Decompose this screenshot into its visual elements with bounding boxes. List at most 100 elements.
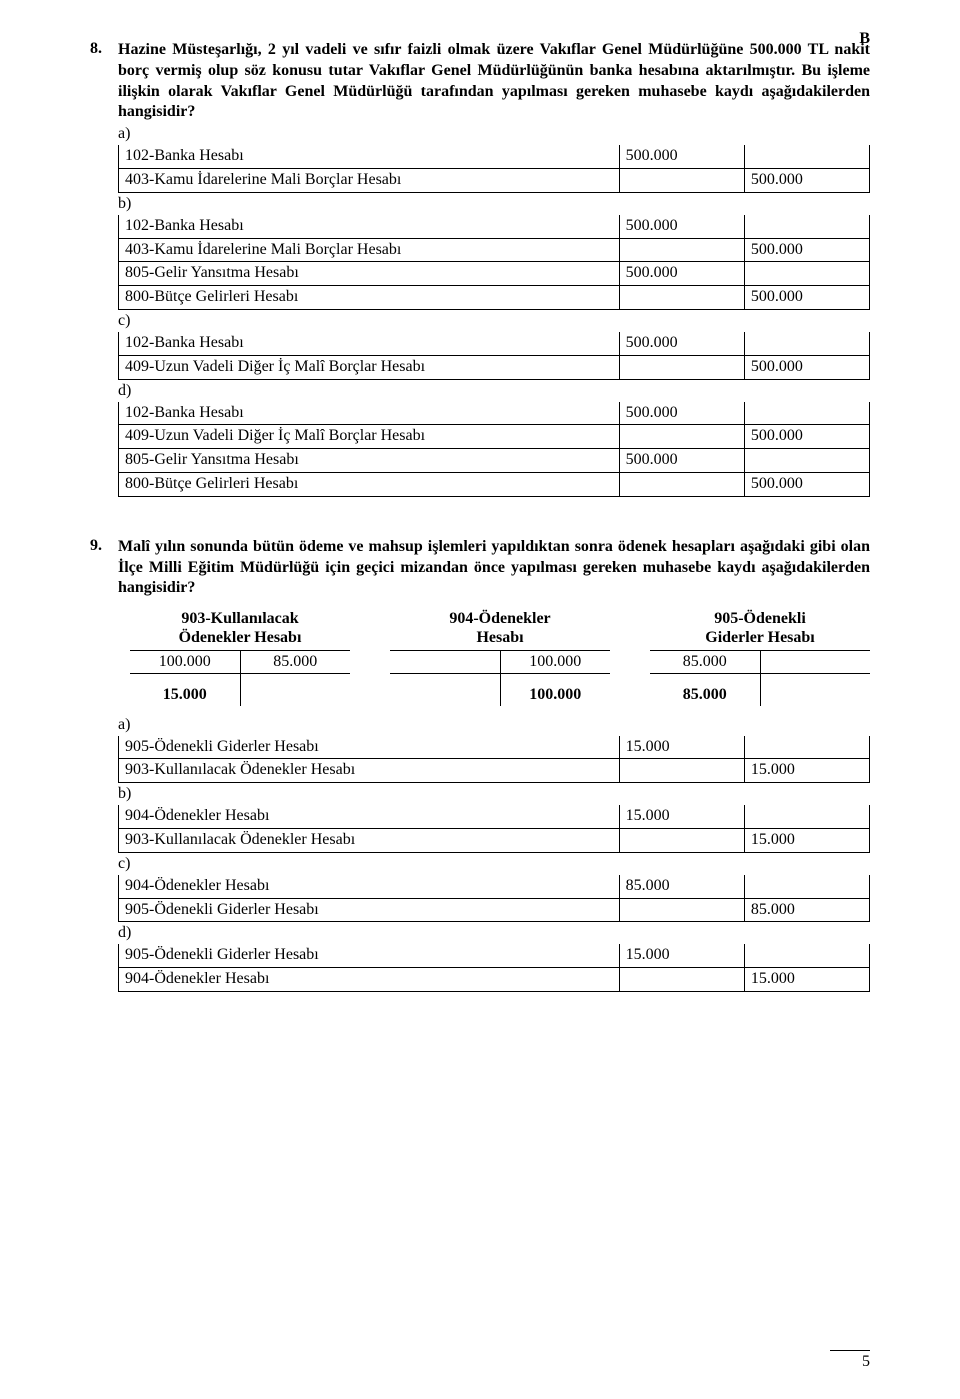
t-title-line2: Giderler Hesabı <box>705 629 814 646</box>
acct-cell: 403-Kamu İdarelerine Mali Borçlar Hesabı <box>119 238 620 262</box>
q9-opt-d-label: d) <box>118 924 870 942</box>
acct-cell: 903-Kullanılacak Ödenekler Hesabı <box>119 759 620 783</box>
debit-cell: 500.000 <box>619 332 744 355</box>
t-bal-right: 100.000 <box>501 684 611 706</box>
q9-a-table: 905-Ödenekli Giderler Hesabı 15.000 903-… <box>118 736 870 784</box>
q8-c-table: 102-Banka Hesabı 500.000 409-Uzun Vadeli… <box>118 332 870 380</box>
debit-cell: 85.000 <box>619 875 744 898</box>
acct-cell: 905-Ödenekli Giderler Hesabı <box>119 898 620 922</box>
t-left <box>390 651 501 674</box>
debit-cell <box>619 425 744 449</box>
t-acct-title: 905-Ödenekli Giderler Hesabı <box>650 609 870 650</box>
debit-cell: 500.000 <box>619 449 744 473</box>
q9-opt-a-label: a) <box>118 716 870 734</box>
t-right: 100.000 <box>501 651 611 674</box>
t-title-line2: Hesabı <box>476 629 523 646</box>
t-account-905: 905-Ödenekli Giderler Hesabı 85.000 85.0… <box>650 609 870 705</box>
t-left <box>390 674 501 684</box>
debit-cell <box>619 168 744 192</box>
q8-text: Hazine Müsteşarlığı, 2 yıl vadeli ve sıf… <box>118 40 870 123</box>
table-row: 903-Kullanılacak Ödenekler Hesabı 15.000 <box>119 828 870 852</box>
t-bal-left <box>390 684 501 706</box>
credit-cell: 500.000 <box>744 168 869 192</box>
t-bal-right <box>241 684 351 706</box>
table-row: 409-Uzun Vadeli Diğer İç Malî Borçlar He… <box>119 355 870 379</box>
t-accounts: 903-Kullanılacak Ödenekler Hesabı 100.00… <box>130 609 870 705</box>
acct-cell: 904-Ödenekler Hesabı <box>119 805 620 828</box>
page-marker: B <box>859 30 870 48</box>
t-left: 100.000 <box>130 651 241 674</box>
acct-cell: 905-Ödenekli Giderler Hesabı <box>119 736 620 759</box>
t-bal-right <box>761 684 871 706</box>
debit-cell <box>619 898 744 922</box>
debit-cell: 500.000 <box>619 215 744 238</box>
t-right: 85.000 <box>241 651 351 674</box>
t-bal-left: 15.000 <box>130 684 241 706</box>
credit-cell: 500.000 <box>744 286 869 310</box>
debit-cell <box>619 472 744 496</box>
table-row: 403-Kamu İdarelerine Mali Borçlar Hesabı… <box>119 238 870 262</box>
credit-cell: 15.000 <box>744 828 869 852</box>
t-right <box>761 674 871 684</box>
debit-cell: 500.000 <box>619 145 744 168</box>
question-8: 8. Hazine Müsteşarlığı, 2 yıl vadeli ve … <box>90 40 870 497</box>
t-left <box>650 674 761 684</box>
t-title-line1: 903-Kullanılacak <box>181 610 298 627</box>
q8-number: 8. <box>90 40 118 123</box>
credit-cell: 500.000 <box>744 425 869 449</box>
credit-cell <box>744 215 869 238</box>
table-row: 904-Ödenekler Hesabı 15.000 <box>119 968 870 992</box>
page: B 8. Hazine Müsteşarlığı, 2 yıl vadeli v… <box>0 0 960 1399</box>
debit-cell <box>619 968 744 992</box>
table-row: 905-Ödenekli Giderler Hesabı 15.000 <box>119 736 870 759</box>
acct-cell: 102-Banka Hesabı <box>119 402 620 425</box>
t-title-line1: 904-Ödenekler <box>449 610 550 627</box>
q8-d-table: 102-Banka Hesabı 500.000 409-Uzun Vadeli… <box>118 402 870 497</box>
q9-options: a) 905-Ödenekli Giderler Hesabı 15.000 9… <box>118 716 870 992</box>
t-left <box>130 674 241 684</box>
q8-a-table: 102-Banka Hesabı 500.000 403-Kamu İdarel… <box>118 145 870 193</box>
credit-cell <box>744 875 869 898</box>
acct-cell: 409-Uzun Vadeli Diğer İç Malî Borçlar He… <box>119 425 620 449</box>
q9-text: Malî yılın sonunda bütün ödeme ve mahsup… <box>118 537 870 599</box>
table-row: 403-Kamu İdarelerine Mali Borçlar Hesabı… <box>119 168 870 192</box>
q8-opt-d-label: d) <box>118 382 870 400</box>
debit-cell <box>619 828 744 852</box>
table-row: 800-Bütçe Gelirleri Hesabı 500.000 <box>119 472 870 496</box>
credit-cell <box>744 145 869 168</box>
debit-cell <box>619 759 744 783</box>
debit-cell <box>619 286 744 310</box>
t-title-line2: Ödenekler Hesabı <box>179 629 302 646</box>
q8-opt-c-label: c) <box>118 312 870 330</box>
table-row: 102-Banka Hesabı 500.000 <box>119 402 870 425</box>
t-right <box>241 674 351 684</box>
table-row: 805-Gelir Yansıtma Hesabı 500.000 <box>119 262 870 286</box>
acct-cell: 903-Kullanılacak Ödenekler Hesabı <box>119 828 620 852</box>
t-left: 85.000 <box>650 651 761 674</box>
q8-options: a) 102-Banka Hesabı 500.000 403-Kamu İda… <box>118 125 870 497</box>
q9-d-table: 905-Ödenekli Giderler Hesabı 15.000 904-… <box>118 944 870 992</box>
page-number: 5 <box>830 1350 870 1371</box>
debit-cell: 15.000 <box>619 944 744 967</box>
debit-cell: 500.000 <box>619 402 744 425</box>
q9-b-table: 904-Ödenekler Hesabı 15.000 903-Kullanıl… <box>118 805 870 853</box>
q8-opt-a-label: a) <box>118 125 870 143</box>
t-acct-title: 903-Kullanılacak Ödenekler Hesabı <box>130 609 350 650</box>
table-row: 102-Banka Hesabı 500.000 <box>119 332 870 355</box>
t-bal-left: 85.000 <box>650 684 761 706</box>
debit-cell: 15.000 <box>619 805 744 828</box>
acct-cell: 102-Banka Hesabı <box>119 145 620 168</box>
debit-cell <box>619 355 744 379</box>
debit-cell <box>619 238 744 262</box>
q9-c-table: 904-Ödenekler Hesabı 85.000 905-Ödenekli… <box>118 875 870 923</box>
table-row: 904-Ödenekler Hesabı 85.000 <box>119 875 870 898</box>
credit-cell <box>744 402 869 425</box>
q8-b-table: 102-Banka Hesabı 500.000 403-Kamu İdarel… <box>118 215 870 310</box>
acct-cell: 409-Uzun Vadeli Diğer İç Malî Borçlar He… <box>119 355 620 379</box>
credit-cell: 85.000 <box>744 898 869 922</box>
credit-cell <box>744 944 869 967</box>
credit-cell: 500.000 <box>744 355 869 379</box>
t-acct-title: 904-Ödenekler Hesabı <box>390 609 610 650</box>
table-row: 904-Ödenekler Hesabı 15.000 <box>119 805 870 828</box>
table-row: 805-Gelir Yansıtma Hesabı 500.000 <box>119 449 870 473</box>
